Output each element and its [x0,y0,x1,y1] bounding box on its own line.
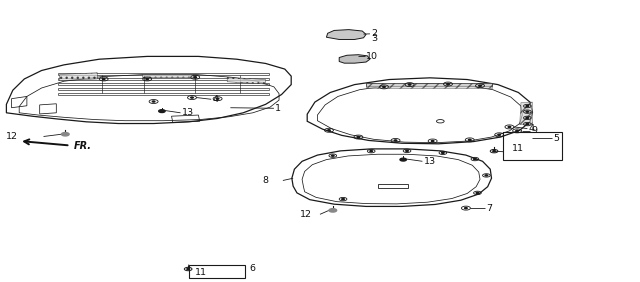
Text: 13: 13 [424,157,436,166]
Text: 1: 1 [275,104,281,113]
Circle shape [468,139,471,140]
Text: 9: 9 [531,126,537,135]
Text: FR.: FR. [74,140,92,151]
Text: 5: 5 [553,134,559,143]
Circle shape [479,85,481,86]
Circle shape [526,117,529,118]
Circle shape [516,130,518,131]
Circle shape [408,84,411,85]
Circle shape [406,150,408,151]
Circle shape [357,136,360,138]
Circle shape [332,155,334,156]
Text: 12: 12 [6,132,19,141]
Polygon shape [60,73,97,81]
Circle shape [216,98,219,99]
Circle shape [146,78,148,80]
Circle shape [508,126,511,127]
Polygon shape [366,83,492,88]
Text: 10: 10 [366,52,378,61]
Circle shape [431,140,434,142]
Text: 6: 6 [250,264,255,273]
Circle shape [465,208,467,209]
Text: 8: 8 [262,176,268,185]
Text: 3: 3 [371,34,378,43]
Circle shape [61,133,69,136]
Text: 11: 11 [512,144,524,153]
Circle shape [159,110,165,113]
Text: 12: 12 [300,210,312,219]
Circle shape [498,134,500,135]
Circle shape [329,209,337,212]
Circle shape [447,83,449,85]
Polygon shape [339,55,370,63]
Circle shape [526,111,529,112]
Circle shape [152,101,155,102]
Circle shape [370,151,372,152]
Bar [503,132,562,160]
Polygon shape [326,30,366,39]
Circle shape [187,268,189,270]
Text: 4: 4 [212,95,218,104]
Circle shape [383,86,385,87]
Text: 2: 2 [371,29,377,38]
Text: 4: 4 [529,124,534,133]
Circle shape [194,77,196,78]
Circle shape [342,199,344,200]
Circle shape [493,151,495,152]
Circle shape [394,140,397,141]
Text: 7: 7 [486,204,492,213]
Text: 11: 11 [195,268,207,277]
Circle shape [476,192,479,193]
Circle shape [474,158,476,160]
Circle shape [485,175,488,176]
Circle shape [102,78,105,80]
Circle shape [328,130,330,131]
Polygon shape [520,102,532,125]
Circle shape [526,105,529,107]
Polygon shape [227,77,266,84]
Bar [189,265,245,278]
Circle shape [400,158,406,161]
Circle shape [442,152,444,153]
Polygon shape [142,74,193,77]
Circle shape [191,97,193,98]
Text: 13: 13 [182,108,194,117]
Circle shape [526,124,529,125]
Polygon shape [366,83,492,86]
